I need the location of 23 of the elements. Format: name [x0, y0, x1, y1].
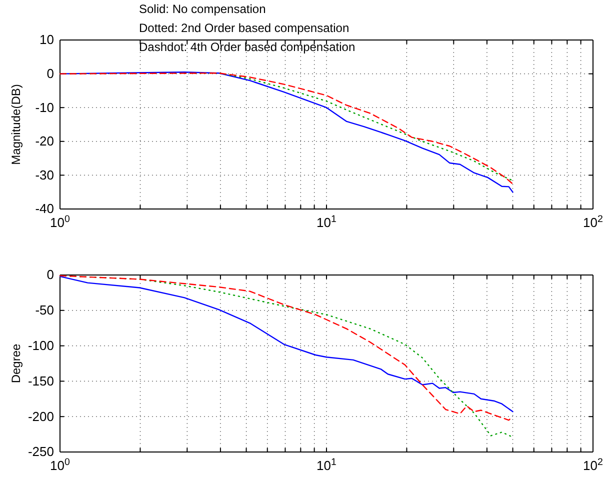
- x-tick-label: 10$^{0}$: [50, 214, 71, 230]
- y-tick-label: -50: [35, 302, 54, 318]
- y-tick-label: -10: [35, 100, 54, 115]
- x-tick-label: 10$^{1}$: [316, 214, 336, 230]
- y-tick-label: -40: [35, 201, 54, 216]
- y-axis-title: Magnitude(DB): [9, 84, 23, 165]
- x-tick-label: 10$^{2}$: [583, 456, 603, 473]
- y-tick-label: -100: [28, 338, 54, 353]
- annotation: Dashdot: 4th Order based compensation: [139, 40, 356, 54]
- text: Dotted: 2nd Order based compensation: [139, 21, 350, 35]
- x-tick-label: 10$^{1}$: [316, 456, 336, 473]
- x-tick-label: 10$^{2}$: [583, 214, 603, 230]
- y-tick-label: 0: [46, 66, 54, 81]
- y-axis-title: Degree: [9, 343, 23, 384]
- y-tick-label: -200: [28, 408, 54, 424]
- y-tick-label: -30: [35, 167, 54, 182]
- y-tick-label: -150: [28, 373, 54, 388]
- y-tick-label: -20: [35, 134, 54, 149]
- y-tick-label: 0: [46, 267, 54, 282]
- y-tick-label: 10: [40, 32, 54, 48]
- x-tick-label: 10$^{0}$: [50, 456, 71, 473]
- y-tick-label: -250: [28, 444, 54, 460]
- text: Solid: No compensation: [139, 2, 266, 16]
